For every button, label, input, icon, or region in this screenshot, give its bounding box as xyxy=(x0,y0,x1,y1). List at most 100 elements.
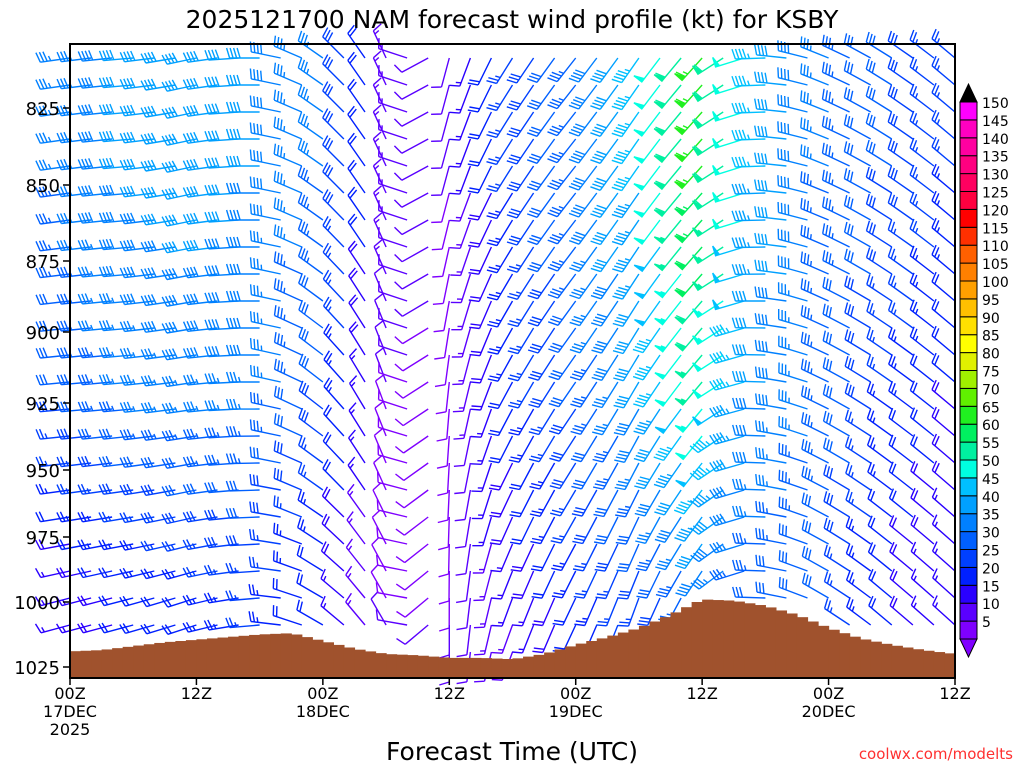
wind-barb xyxy=(225,47,260,59)
wind-barb xyxy=(140,375,176,387)
wind-barb xyxy=(865,112,893,140)
wind-barb xyxy=(347,483,366,518)
wind-barb xyxy=(119,401,155,413)
wind-barb xyxy=(182,510,218,523)
terrain-bar xyxy=(660,617,672,678)
terrain-bar xyxy=(860,639,872,678)
wind-barb xyxy=(843,141,872,167)
wind-barb xyxy=(98,238,134,251)
wind-barb xyxy=(449,192,472,222)
wind-barb xyxy=(931,190,956,221)
wind-barb xyxy=(613,381,640,409)
wind-barb xyxy=(273,413,303,437)
wind-barb xyxy=(709,486,745,500)
wind-barb xyxy=(909,299,935,329)
wind-barb xyxy=(843,221,872,248)
wind-barb xyxy=(182,266,218,279)
wind-barb xyxy=(297,57,324,86)
wind-barb xyxy=(394,327,429,345)
wind-barb xyxy=(375,582,408,599)
wind-barb xyxy=(568,84,598,110)
wind-barb xyxy=(572,516,598,545)
wind-barb xyxy=(347,78,366,113)
wind-barb xyxy=(119,50,155,63)
wind-barb xyxy=(378,308,408,329)
wind-barb xyxy=(887,219,914,248)
colorbar-swatch xyxy=(959,584,978,604)
terrain-bar xyxy=(249,634,261,678)
wind-barb xyxy=(468,219,493,248)
wind-barb xyxy=(486,165,514,193)
wind-barb xyxy=(35,159,71,171)
wind-barb xyxy=(161,160,197,173)
wind-barb xyxy=(910,514,935,545)
wind-barb xyxy=(754,366,787,383)
wind-barb xyxy=(488,462,514,491)
wind-barb xyxy=(507,327,535,355)
wind-barb xyxy=(204,184,239,196)
wind-barb xyxy=(119,185,155,198)
wind-barb xyxy=(434,327,450,360)
wind-barb xyxy=(547,219,577,245)
wind-barb xyxy=(467,192,493,221)
wind-barb xyxy=(653,138,682,164)
credit-link[interactable]: coolwx.com/modelts xyxy=(859,745,1013,763)
wind-barb xyxy=(822,357,850,383)
wind-barb xyxy=(731,129,766,141)
wind-barb xyxy=(633,381,661,408)
wind-barb xyxy=(393,138,429,154)
wind-barb xyxy=(249,149,281,167)
wind-barb xyxy=(569,327,598,354)
wind-barb xyxy=(843,33,872,59)
wind-barb xyxy=(395,543,429,564)
wind-barb xyxy=(822,276,850,302)
wind-barb xyxy=(119,483,155,496)
wind-barb xyxy=(843,60,872,86)
wind-barb xyxy=(633,138,661,164)
wind-barb xyxy=(690,570,724,590)
wind-barb xyxy=(395,489,429,509)
wind-barb xyxy=(611,138,640,165)
wind-barb xyxy=(453,435,472,467)
wind-barb xyxy=(709,459,745,472)
wind-barb xyxy=(777,67,808,86)
wind-barb xyxy=(348,429,366,464)
wind-barb xyxy=(119,239,155,252)
colorbar-label: 15 xyxy=(982,579,1000,595)
wind-barb xyxy=(204,427,239,439)
wind-barb xyxy=(298,273,324,302)
colorbar-label: 105 xyxy=(982,257,1009,273)
wind-barb xyxy=(436,408,450,442)
wind-barb xyxy=(800,331,829,356)
wind-barb xyxy=(823,544,850,572)
wind-barb xyxy=(56,50,92,63)
wind-barb xyxy=(844,436,872,464)
wind-barb xyxy=(709,324,745,337)
wind-barb xyxy=(98,76,134,89)
terrain-bar xyxy=(375,653,387,678)
wind-barb xyxy=(77,293,113,305)
wind-barb xyxy=(910,461,935,491)
wind-barb xyxy=(731,290,766,302)
wind-barb xyxy=(633,273,661,300)
wind-barb xyxy=(250,365,281,383)
wind-barb xyxy=(931,136,956,167)
wind-barb xyxy=(612,327,640,355)
wind-barb xyxy=(614,462,640,491)
wind-barb xyxy=(488,408,514,437)
wind-barb xyxy=(225,236,260,248)
wind-barb xyxy=(709,541,745,554)
wind-barb xyxy=(614,435,640,463)
wind-barb xyxy=(140,159,176,172)
wind-barb xyxy=(298,407,324,437)
wind-barb xyxy=(468,246,493,275)
wind-barb xyxy=(161,187,197,200)
wind-barb xyxy=(755,474,787,491)
colorbar-label: 10 xyxy=(982,597,1000,613)
wind-barb xyxy=(486,246,514,274)
wind-barb xyxy=(470,381,493,411)
wind-barb xyxy=(394,408,429,427)
y-axis: 825 850 875 900 925 950 975 1000 1025 xyxy=(14,99,70,679)
wind-barb xyxy=(490,543,514,573)
wind-barb xyxy=(204,481,239,494)
